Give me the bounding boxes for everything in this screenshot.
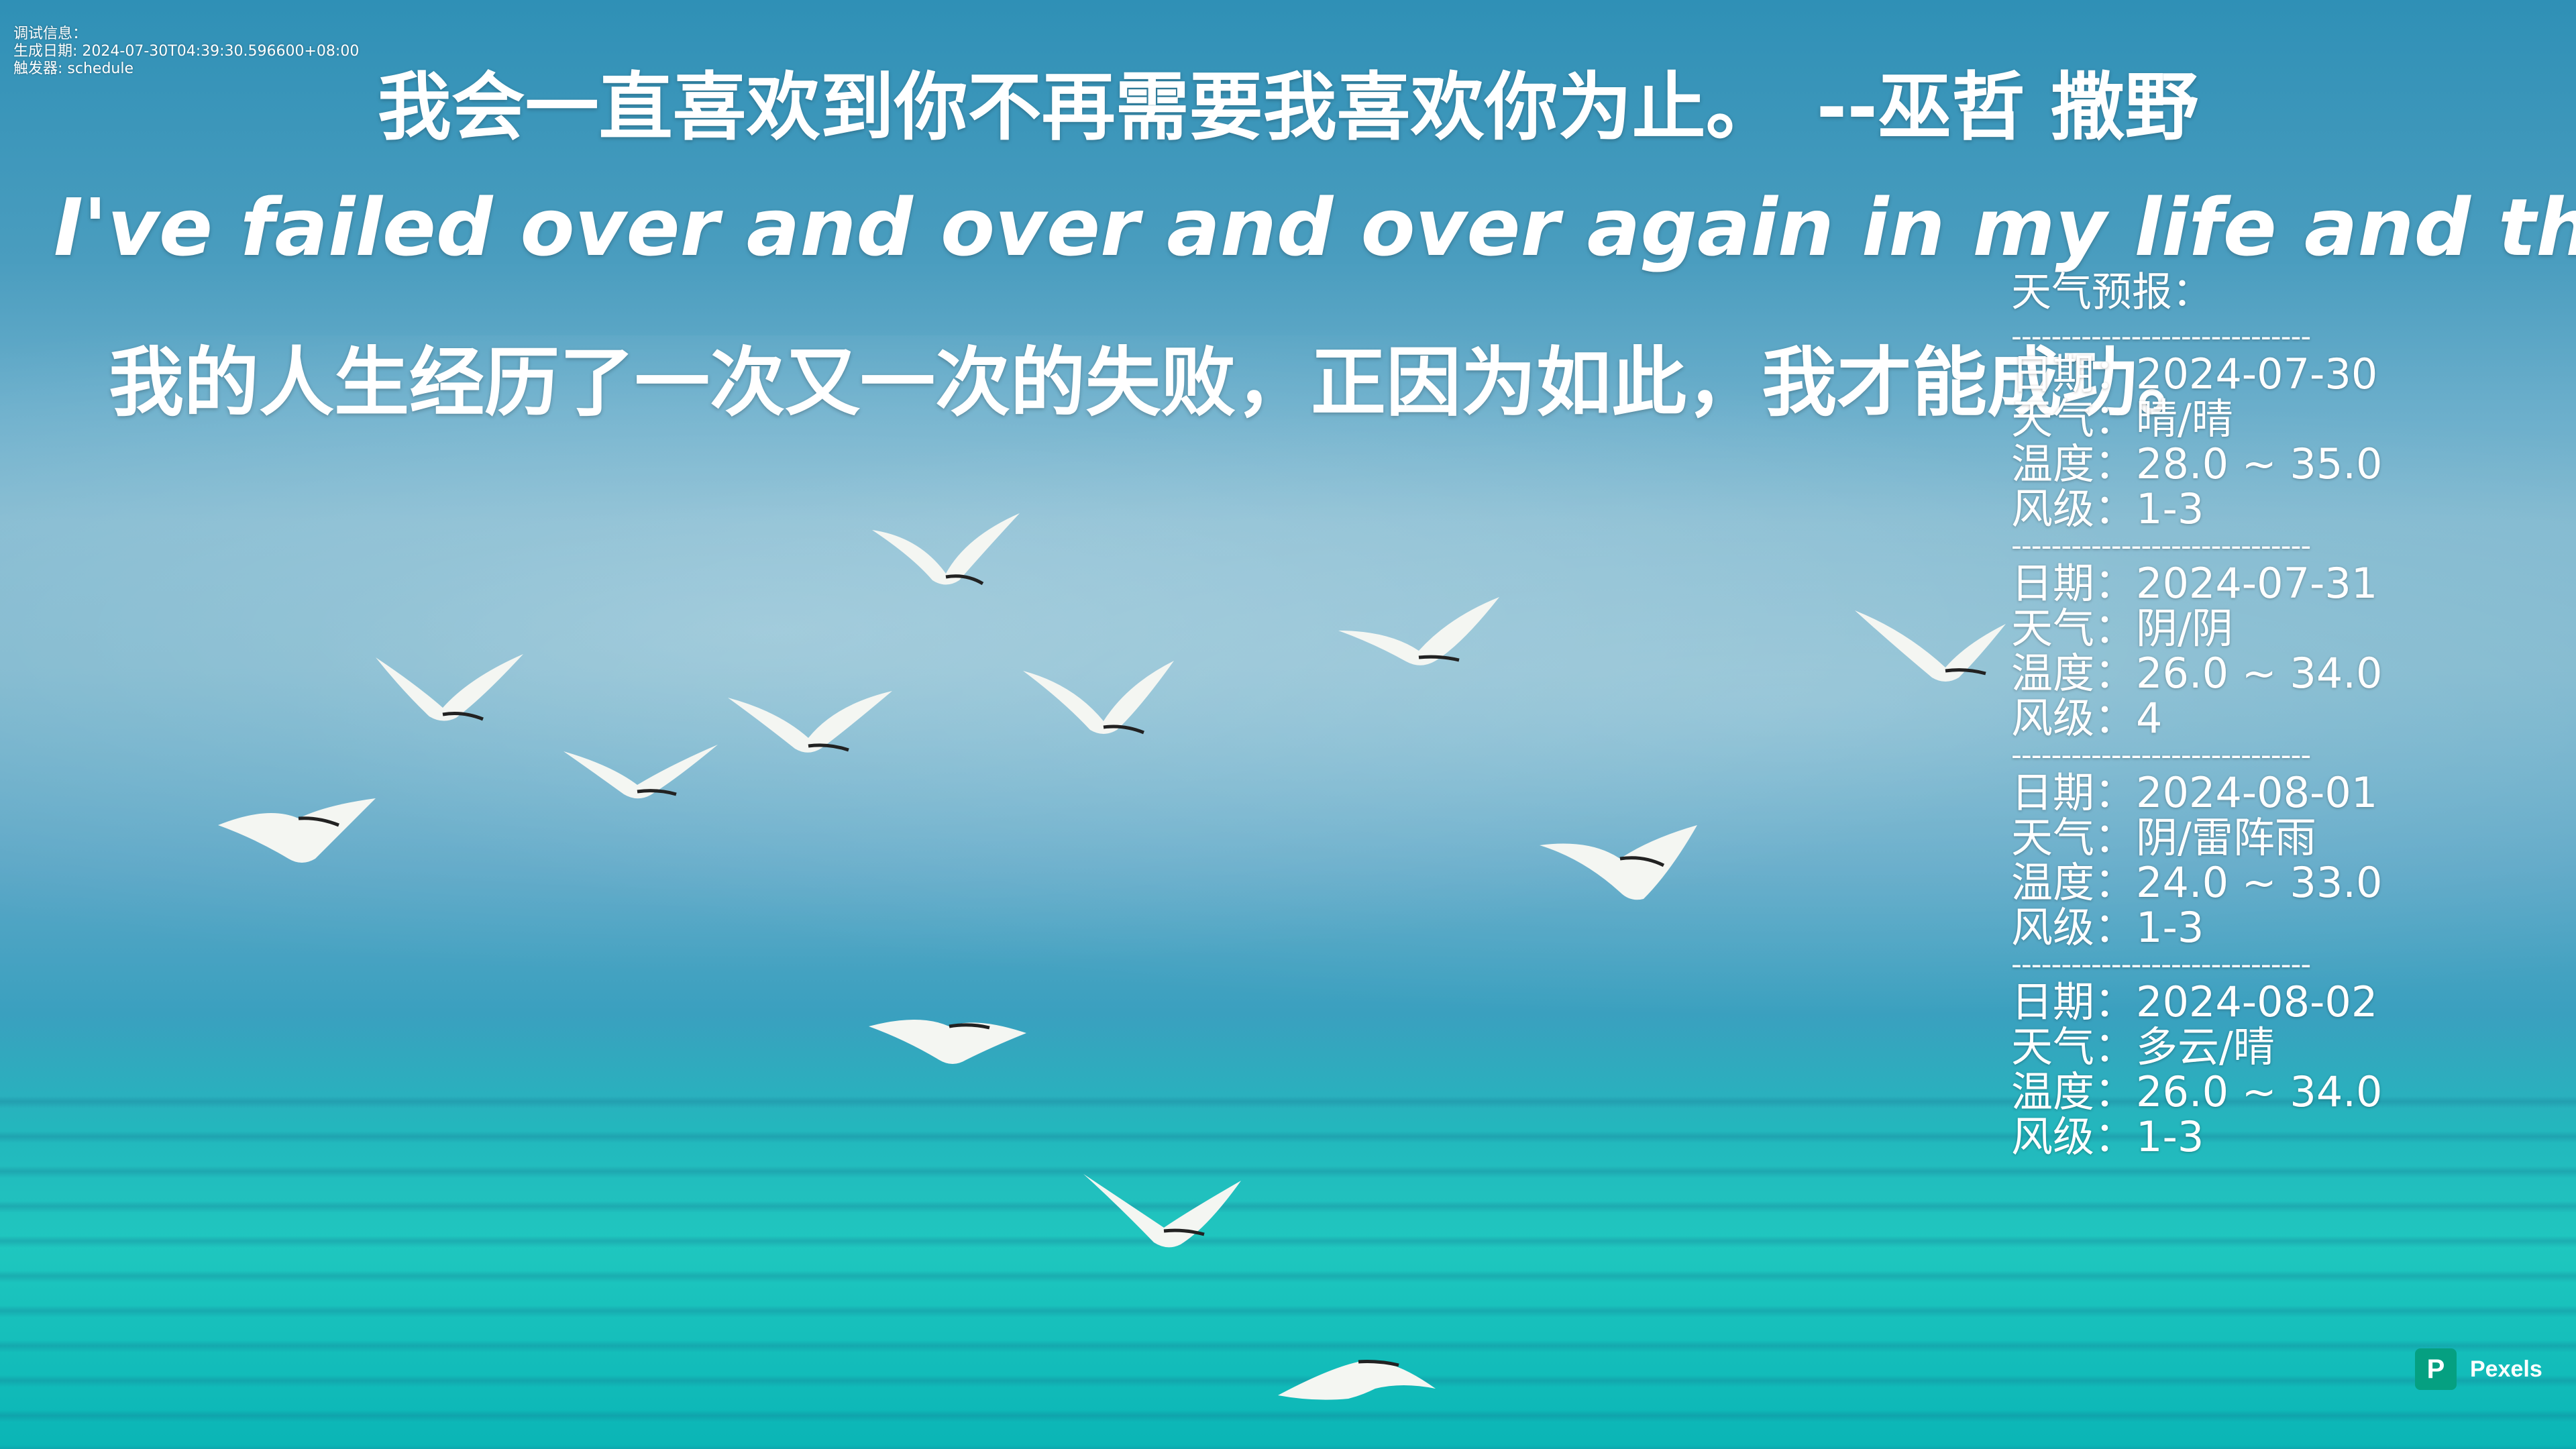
debug-info: 调试信息： 生成日期: 2024-07-30T04:39:30.596600+0… — [13, 25, 359, 78]
quote-english-translation: 我的人生经历了一次又一次的失败，正因为如此，我才能成功。 — [109, 339, 2212, 427]
weather-wind: 风级：1-3 — [2011, 484, 2204, 533]
weather-wind: 风级：1-3 — [2011, 1112, 2204, 1161]
weather-forecast: 天气预报： ------------------------------ 日期：… — [2011, 263, 2440, 1159]
weather-divider: ------------------------------ — [2011, 322, 2311, 352]
bird-icon — [1278, 1360, 1436, 1400]
weather-divider: ------------------------------ — [2011, 531, 2311, 561]
weather-temperature: 温度：26.0 ~ 34.0 — [2011, 649, 2383, 698]
debug-trigger-label: 触发器: — [13, 60, 63, 77]
debug-trigger-value: schedule — [67, 60, 134, 77]
bird-icon — [872, 513, 1020, 586]
weather-condition: 天气：阴/雷阵雨 — [2011, 813, 2316, 862]
weather-wind: 风级：4 — [2011, 694, 2163, 743]
quote-english: I've failed over and over and over again… — [54, 181, 2576, 274]
weather-date: 日期：2024-07-31 — [2011, 559, 2378, 608]
debug-trigger-row: 触发器: schedule — [13, 60, 359, 78]
sea-surface — [0, 1073, 2576, 1449]
bird-icon — [1540, 825, 1697, 900]
debug-generated-label: 生成日期: — [13, 43, 78, 60]
weather-day: 日期：2024-07-31 天气：阴/阴 温度：26.0 ~ 34.0 风级：4 — [2011, 561, 2440, 741]
bird-icon — [1338, 597, 1499, 665]
pexels-brand: Pexels — [2470, 1356, 2542, 1382]
weather-day: 日期：2024-07-30 天气：晴/晴 温度：28.0 ~ 35.0 风级：1… — [2011, 352, 2440, 531]
weather-title: 天气预报： — [2011, 269, 2212, 316]
weather-divider: ------------------------------ — [2011, 741, 2311, 770]
weather-temperature: 温度：26.0 ~ 34.0 — [2011, 1067, 2383, 1116]
bird-icon — [1023, 661, 1174, 735]
quote-chinese: 我会一直喜欢到你不再需要我喜欢你为止。 --巫哲 撒野 — [377, 64, 2199, 150]
weather-date: 日期：2024-08-01 — [2011, 768, 2378, 817]
debug-title: 调试信息： — [13, 25, 88, 42]
weather-day: 日期：2024-08-02 天气：多云/晴 温度：26.0 ~ 34.0 风级：… — [2011, 979, 2440, 1159]
weather-day: 日期：2024-08-01 天气：阴/雷阵雨 温度：24.0 ~ 33.0 风级… — [2011, 770, 2440, 950]
debug-generated-value: 2024-07-30T04:39:30.596600+08:00 — [82, 43, 360, 60]
bird-icon — [869, 1020, 1026, 1064]
weather-temperature: 温度：24.0 ~ 33.0 — [2011, 858, 2383, 907]
weather-divider: ------------------------------ — [2011, 950, 2311, 979]
weather-condition: 天气：晴/晴 — [2011, 394, 2233, 443]
weather-temperature: 温度：28.0 ~ 35.0 — [2011, 439, 2383, 488]
bird-icon — [1083, 1174, 1241, 1248]
weather-date: 日期：2024-08-02 — [2011, 977, 2378, 1026]
pexels-watermark: P Pexels — [2415, 1348, 2542, 1390]
debug-generated-row: 生成日期: 2024-07-30T04:39:30.596600+08:00 — [13, 43, 359, 60]
pexels-logo-icon: P — [2415, 1348, 2457, 1390]
weather-condition: 天气：多云/晴 — [2011, 1022, 2275, 1071]
bird-icon — [1855, 610, 2006, 682]
bird-icon — [564, 745, 718, 799]
bird-icon — [728, 691, 892, 753]
weather-wind: 风级：1-3 — [2011, 903, 2204, 952]
bird-icon — [218, 798, 376, 863]
bird-icon — [376, 654, 523, 721]
weather-date: 日期：2024-07-30 — [2011, 350, 2378, 398]
weather-condition: 天气：阴/阴 — [2011, 604, 2233, 653]
